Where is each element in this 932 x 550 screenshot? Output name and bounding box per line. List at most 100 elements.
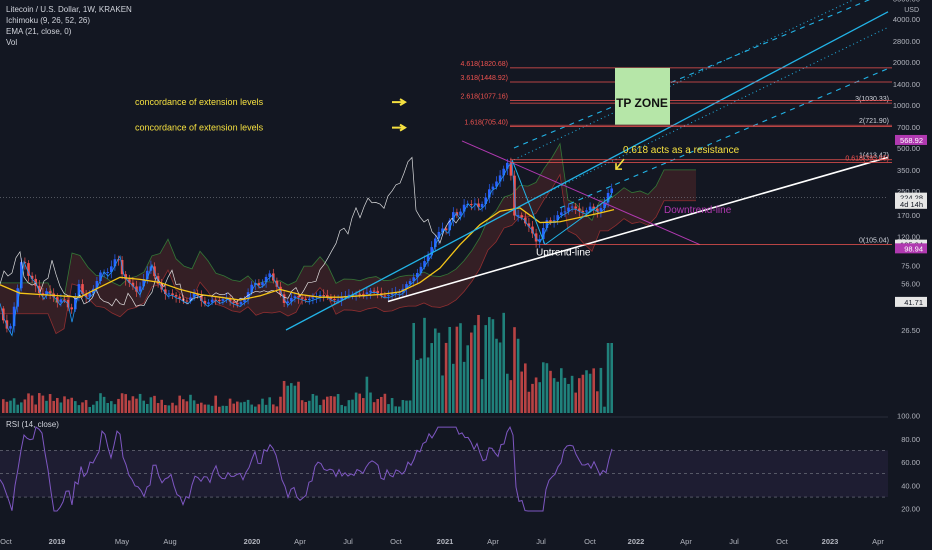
volume-bar [534, 377, 538, 413]
ichimoku-span-a [0, 142, 696, 304]
candle-body [498, 175, 502, 182]
candle-body [437, 231, 441, 239]
rsi-pane: RSI (14, close) 100.00 80.00 60.00 40.00 20.0… [0, 411, 920, 514]
volume-bar [311, 394, 315, 413]
uptrend-line [387, 156, 889, 303]
volume-bar [290, 383, 293, 413]
fib-level-label: 3(1030.33) [855, 96, 889, 103]
candle-body [210, 299, 214, 303]
volume-bar [236, 401, 239, 413]
candle-body [434, 238, 437, 248]
volume-bar [603, 406, 606, 413]
candle-body [77, 284, 81, 299]
chart-legend: Litecoin / U.S. Dollar, 1W, KRAKEN Ichim… [6, 4, 132, 48]
candle-body [27, 263, 30, 276]
volume-bar [174, 405, 178, 413]
candle-body [509, 162, 513, 176]
volume-bar [34, 404, 37, 413]
candle-body [297, 296, 300, 298]
price-label-badge [895, 192, 927, 203]
volume-bar [365, 376, 369, 413]
volume-bar [48, 394, 52, 413]
price-label-text: 4d 14h [900, 200, 923, 209]
candle-body [293, 296, 297, 299]
candle-body [426, 255, 430, 262]
candle-body [146, 270, 149, 280]
volume-bar [585, 370, 588, 413]
volume-bar [110, 401, 113, 413]
candle-body [250, 284, 253, 293]
drawings [285, 0, 889, 331]
volume-bar [423, 317, 426, 413]
candle-body [416, 272, 419, 278]
volume-bar [272, 404, 275, 413]
price-tick-label: 170.00 [897, 211, 920, 220]
volume-bar [398, 406, 401, 413]
volume-bar [243, 401, 246, 413]
candle-body [300, 297, 304, 299]
candle-body [236, 302, 239, 305]
volume-bar [102, 396, 106, 413]
candle-body [45, 291, 48, 296]
volume-bar [477, 314, 480, 413]
candle-body [596, 208, 599, 212]
volume-bar [23, 399, 27, 413]
candle-body [358, 293, 361, 295]
candle-body [95, 281, 99, 289]
symbol-title[interactable]: Litecoin / U.S. Dollar, 1W, KRAKEN [6, 5, 132, 14]
candle-body [542, 227, 545, 240]
price-tick-label: 26.50 [901, 326, 920, 335]
volume-bar [437, 332, 441, 413]
candle-body [221, 299, 225, 301]
volume-bar [416, 359, 419, 413]
candle-body [207, 302, 210, 304]
ichimoku-span-b [0, 173, 696, 335]
downtrend-line [461, 140, 701, 246]
fib-level-label: 1.618(705.40) [464, 120, 508, 127]
volume-bar [322, 399, 325, 413]
candle-body [398, 292, 401, 294]
candle-body [178, 296, 181, 299]
volume-bar [567, 383, 570, 413]
volume-bar [304, 401, 307, 413]
candle-body [354, 293, 358, 295]
volume-bar [538, 382, 541, 413]
candle-body [372, 290, 376, 292]
time-tick-label: 2020 [244, 537, 261, 546]
candle-body [376, 290, 379, 294]
volume-bar [196, 403, 199, 413]
price-label-badge [895, 243, 927, 254]
volume-bar [164, 405, 167, 413]
fib-swing-leg-2 [544, 195, 613, 246]
candle-body [549, 220, 552, 222]
volume-bar [182, 399, 185, 413]
axis-unit-label: USD [904, 7, 919, 14]
volume-bar [200, 402, 203, 413]
candle-body [495, 181, 498, 187]
candle-body [365, 292, 369, 294]
volume-bar [261, 398, 264, 413]
price-tick-label: 350.00 [897, 166, 920, 175]
volume-bar [318, 405, 322, 413]
fib-level-label: 4.618(1820.68) [461, 61, 508, 68]
volume-bar [257, 404, 261, 413]
volume-bar [599, 367, 603, 413]
volume-bar [5, 401, 9, 413]
indicator-ichimoku[interactable]: Ichimoku (9, 26, 52, 26) [6, 16, 91, 25]
price-tick-label: 2800.00 [893, 37, 920, 46]
fib-level-label: 2.618(1077.16) [461, 93, 508, 100]
volume-bar [524, 363, 527, 413]
volume-bar [455, 326, 459, 413]
volume-bar [592, 368, 595, 413]
volume-bar [88, 406, 91, 413]
volume-bar [275, 406, 279, 413]
volume-bar [394, 406, 397, 413]
indicator-ema[interactable]: EMA (21, close, 0) [6, 27, 72, 36]
candle-body [459, 211, 462, 216]
volume-bar [214, 395, 217, 413]
candle-body [128, 279, 131, 283]
fib-level-label: 1(413.47) [859, 153, 889, 160]
candle-body [228, 298, 232, 302]
indicator-vol[interactable]: Vol [6, 38, 18, 47]
